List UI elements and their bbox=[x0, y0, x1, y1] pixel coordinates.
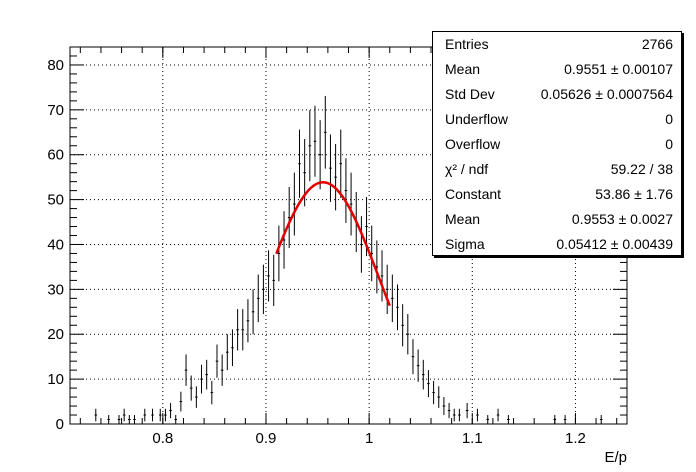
stats-value: 0.9551 ± 0.00107 bbox=[564, 61, 673, 77]
x-axis-title: E/p bbox=[604, 449, 627, 466]
stats-label: Overflow bbox=[445, 136, 501, 152]
y-tick-label: 40 bbox=[47, 236, 64, 253]
x-tick-label: 1.1 bbox=[462, 430, 483, 447]
y-tick-label: 30 bbox=[47, 281, 64, 298]
y-tick-label: 70 bbox=[47, 102, 64, 119]
stats-row: Overflow 0 bbox=[433, 132, 681, 157]
data-points bbox=[94, 95, 603, 424]
stats-value: 53.86 ± 1.76 bbox=[595, 186, 673, 202]
stats-label: Std Dev bbox=[445, 86, 495, 102]
stats-label: χ² / ndf bbox=[445, 161, 489, 177]
stats-value: 0.9553 ± 0.0027 bbox=[571, 211, 673, 227]
stats-value: 0.05412 ± 0.00439 bbox=[556, 236, 673, 252]
y-tick-label: 0 bbox=[56, 416, 64, 433]
x-tick-label: 0.9 bbox=[256, 430, 277, 447]
stats-value: 59.22 / 38 bbox=[610, 161, 673, 177]
stats-row: Std Dev 0.05626 ± 0.0007564 bbox=[433, 82, 681, 107]
stats-row: Entries 2766 bbox=[433, 32, 681, 57]
x-tick-label: 1 bbox=[365, 430, 373, 447]
stats-label: Mean bbox=[445, 61, 481, 77]
stats-row: Mean 0.9553 ± 0.0027 bbox=[433, 207, 681, 232]
stats-row: Sigma 0.05412 ± 0.00439 bbox=[433, 232, 681, 257]
stats-row: Constant 53.86 ± 1.76 bbox=[433, 182, 681, 207]
stats-box: Entries 2766 Mean 0.9551 ± 0.00107 Std Dev 0.… bbox=[432, 31, 682, 256]
stats-value: 2766 bbox=[641, 36, 673, 52]
y-tick-label: 50 bbox=[47, 192, 64, 209]
stats-row: Mean 0.9551 ± 0.00107 bbox=[433, 57, 681, 82]
y-tick-label: 20 bbox=[47, 326, 64, 343]
stats-value: 0 bbox=[665, 111, 673, 127]
x-tick-label: 1.2 bbox=[565, 430, 586, 447]
gaussian-fit-curve bbox=[275, 181, 391, 307]
y-tick-label: 80 bbox=[47, 57, 64, 74]
stats-label: Entries bbox=[445, 36, 489, 52]
stats-label: Mean bbox=[445, 211, 481, 227]
y-tick-label: 60 bbox=[47, 147, 64, 164]
stats-label: Underflow bbox=[445, 111, 509, 127]
stats-value: 0.05626 ± 0.0007564 bbox=[540, 86, 673, 102]
stats-label: Sigma bbox=[445, 236, 485, 252]
stats-row: Underflow 0 bbox=[433, 107, 681, 132]
tick-labels: 0.8 0.9 1 1.1 1.2 0 10 20 30 40 50 60 70 80 bbox=[47, 57, 586, 447]
stats-label: Constant bbox=[445, 186, 502, 202]
y-tick-label: 10 bbox=[47, 371, 64, 388]
stats-row: χ² / ndf 59.22 / 38 bbox=[433, 157, 681, 182]
x-tick-label: 0.8 bbox=[152, 430, 173, 447]
stats-value: 0 bbox=[665, 136, 673, 152]
